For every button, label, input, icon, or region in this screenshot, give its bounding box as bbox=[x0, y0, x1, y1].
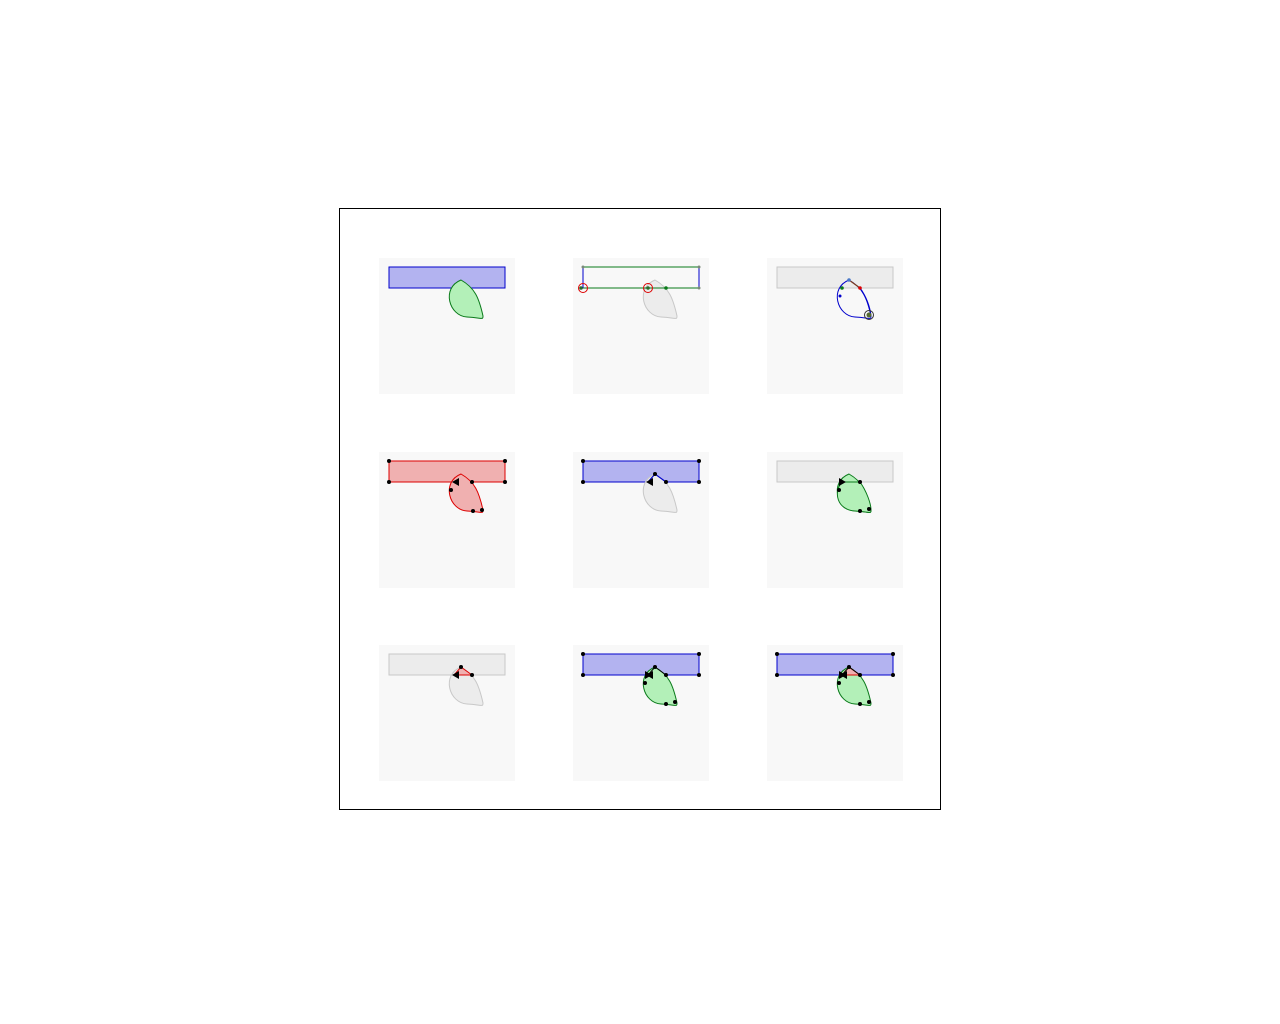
vertex-dot bbox=[503, 480, 507, 484]
panel-rectangle-edges-and-intersections bbox=[573, 258, 709, 394]
panel-canvas bbox=[775, 652, 895, 706]
panel-leaf-minus-rectangle bbox=[767, 452, 903, 588]
vertex-dot bbox=[387, 480, 391, 484]
panel-intersection bbox=[379, 645, 515, 781]
vertex-dot bbox=[664, 702, 668, 706]
panel-all-regions bbox=[767, 645, 903, 781]
vertex-dot bbox=[470, 673, 474, 677]
panel-leaf-edges-and-intersections bbox=[767, 258, 903, 394]
vertex-dot bbox=[858, 286, 862, 290]
panel-rectangle-minus-leaf-and-leaf-minus-rectangle bbox=[573, 645, 709, 781]
start-marker bbox=[578, 283, 588, 293]
vertex-dot bbox=[387, 459, 391, 463]
rectangle-shape bbox=[776, 266, 894, 289]
rectangle-shape bbox=[776, 653, 894, 676]
rectangle-shape bbox=[582, 266, 700, 289]
vertex-dot bbox=[579, 286, 583, 290]
vertex-dot bbox=[837, 488, 841, 492]
leaf-shape bbox=[448, 279, 484, 319]
direction-arrow bbox=[839, 671, 846, 679]
panel-union bbox=[379, 452, 515, 588]
vertex-dot bbox=[858, 509, 862, 513]
vertex-dot bbox=[837, 681, 841, 685]
end-marker bbox=[864, 310, 874, 320]
vertex-dot bbox=[858, 702, 862, 706]
vertex-dot bbox=[673, 700, 677, 704]
vertex-dot bbox=[581, 265, 585, 269]
vertex-dot bbox=[866, 312, 872, 318]
vertex-dot bbox=[653, 472, 657, 476]
vertex-dot bbox=[867, 507, 871, 511]
vertex-dot bbox=[697, 459, 701, 463]
panel-canvas bbox=[581, 652, 701, 706]
vertex-dot bbox=[858, 480, 862, 484]
vertex-dot bbox=[775, 673, 779, 677]
panel-canvas bbox=[578, 265, 701, 319]
vertex-dot bbox=[459, 665, 463, 669]
vertex-dot bbox=[643, 681, 647, 685]
vertex-dot bbox=[858, 673, 862, 677]
vertex-dot bbox=[581, 673, 585, 677]
vertex-dot bbox=[581, 652, 585, 656]
direction-arrow bbox=[452, 671, 459, 679]
vertex-dot bbox=[646, 286, 650, 290]
vertex-dot bbox=[471, 509, 475, 513]
panel-canvas bbox=[581, 459, 701, 513]
vertex-dot bbox=[664, 673, 668, 677]
vertex-dot bbox=[775, 652, 779, 656]
direction-arrow bbox=[839, 478, 846, 486]
vertex-dot bbox=[847, 665, 851, 669]
vertex-dot bbox=[697, 286, 701, 290]
vertex-dot bbox=[581, 459, 585, 463]
panel-input-shapes bbox=[379, 258, 515, 394]
rectangle-shape bbox=[388, 266, 506, 289]
vertex-dot bbox=[449, 488, 453, 492]
panel-canvas bbox=[387, 459, 507, 513]
vertex-dot bbox=[847, 278, 851, 282]
vertex-dot bbox=[480, 508, 484, 512]
panel-canvas bbox=[388, 653, 506, 706]
vertex-dot bbox=[581, 480, 585, 484]
panel-canvas bbox=[776, 266, 894, 320]
vertex-dot bbox=[503, 459, 507, 463]
leaf-edge bbox=[848, 279, 861, 289]
vertex-dot bbox=[664, 286, 668, 290]
vertex-dot bbox=[697, 673, 701, 677]
vertex-dot bbox=[697, 652, 701, 656]
vertex-dot bbox=[470, 480, 474, 484]
rectangle-shape bbox=[776, 460, 894, 483]
vertex-dot bbox=[867, 700, 871, 704]
panel-canvas bbox=[388, 266, 506, 319]
direction-arrow bbox=[645, 671, 652, 679]
vertex-dot bbox=[838, 294, 842, 298]
vertex-dot bbox=[697, 480, 701, 484]
rectangle-shape bbox=[388, 460, 506, 483]
leaf-shape bbox=[642, 279, 678, 319]
rectangle-shape bbox=[388, 653, 506, 676]
vertex-dot bbox=[840, 286, 844, 290]
vertex-dot bbox=[891, 673, 895, 677]
vertex-dot bbox=[697, 265, 701, 269]
direction-arrow bbox=[646, 478, 653, 486]
rectangle-shape bbox=[582, 653, 700, 676]
direction-arrow bbox=[452, 478, 459, 486]
vertex-dot bbox=[891, 652, 895, 656]
vertex-dot bbox=[653, 665, 657, 669]
intersection-marker bbox=[643, 283, 653, 293]
vertex-dot bbox=[664, 480, 668, 484]
panel-rectangle-minus-leaf bbox=[573, 452, 709, 588]
leaf-lower-region bbox=[836, 481, 872, 513]
panel-canvas bbox=[776, 460, 894, 513]
diagram-frame bbox=[339, 208, 941, 810]
rectangle-shape bbox=[582, 460, 700, 483]
